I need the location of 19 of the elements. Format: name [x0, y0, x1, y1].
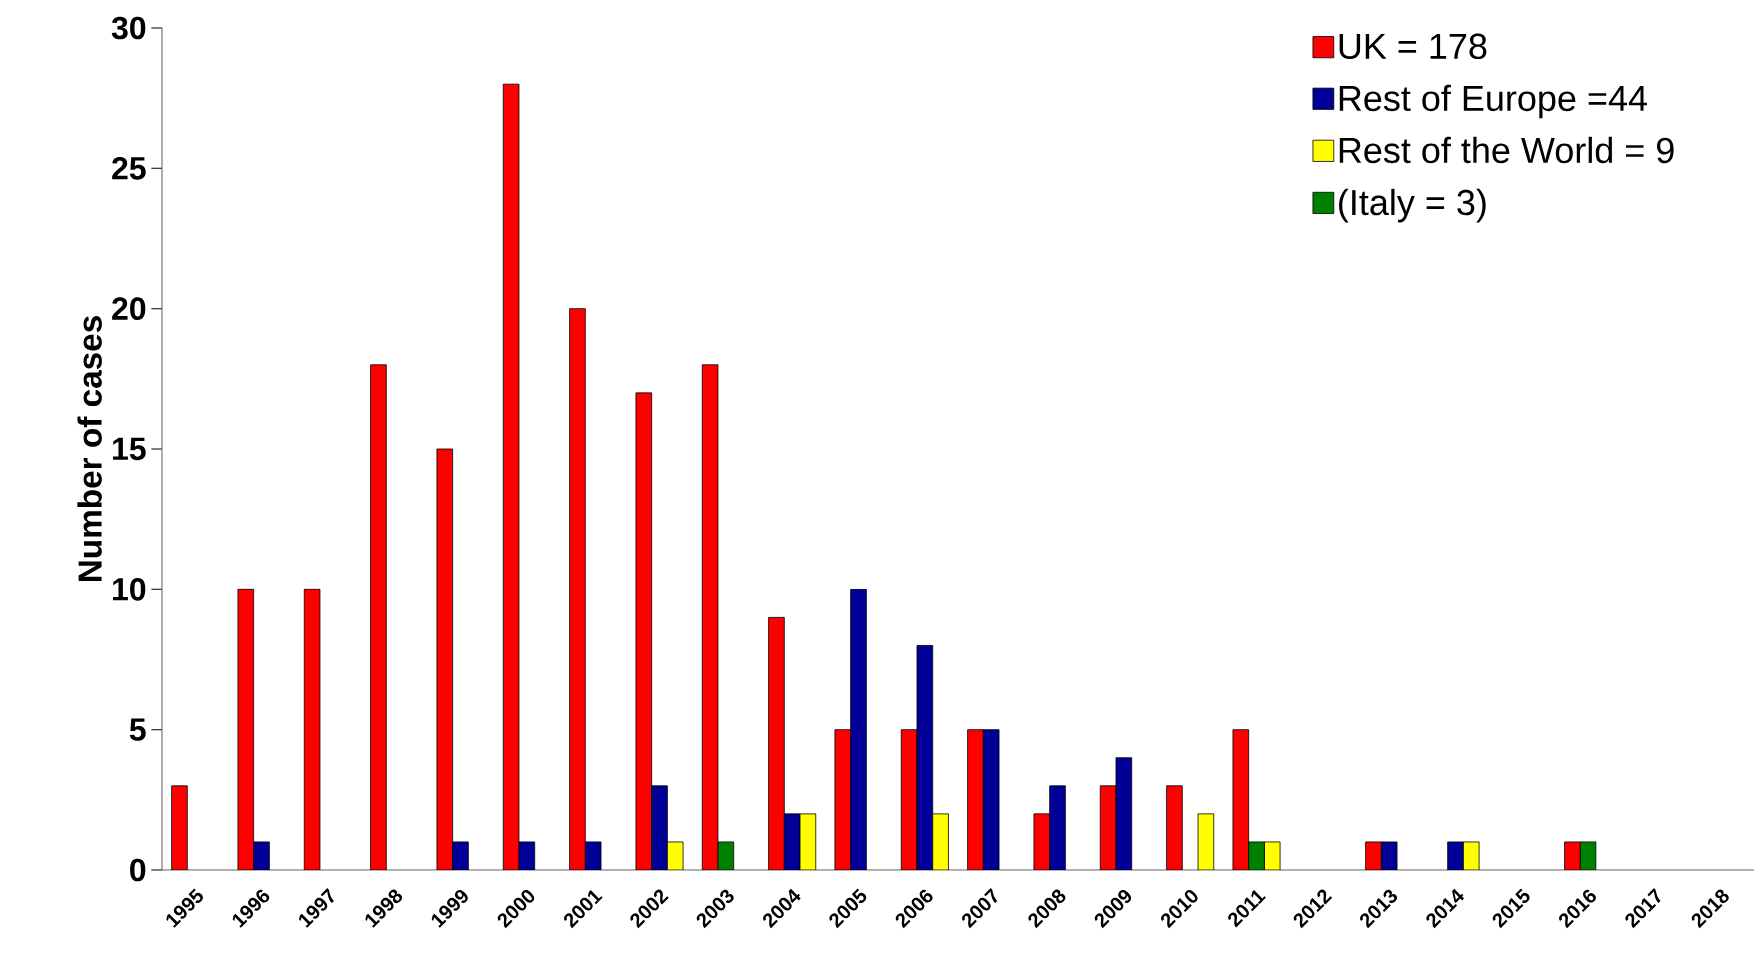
- bar: [932, 813, 949, 870]
- bar: [569, 308, 586, 870]
- y-tick-label: 25: [112, 157, 146, 180]
- y-tick-label: 30: [111, 16, 146, 40]
- bar: [1166, 785, 1183, 870]
- bar: [171, 785, 188, 870]
- y-axis-title: Number of cases: [77, 316, 102, 582]
- legend-label: Rest of Europe =44: [1339, 84, 1647, 119]
- y-tick-label: 0: [130, 858, 146, 882]
- y-tick-label: 5: [129, 718, 146, 741]
- bar: [370, 364, 387, 870]
- legend-label: Rest of the World = 9: [1339, 136, 1674, 164]
- bar: [967, 729, 984, 870]
- y-tick-label: 10: [113, 578, 146, 601]
- legend-label: (Italy = 3): [1339, 188, 1486, 223]
- bar: [768, 617, 785, 870]
- legend-label: UK = 178: [1339, 33, 1487, 60]
- y-tick-label: 15: [113, 437, 146, 461]
- y-tick-label: 20: [112, 297, 146, 320]
